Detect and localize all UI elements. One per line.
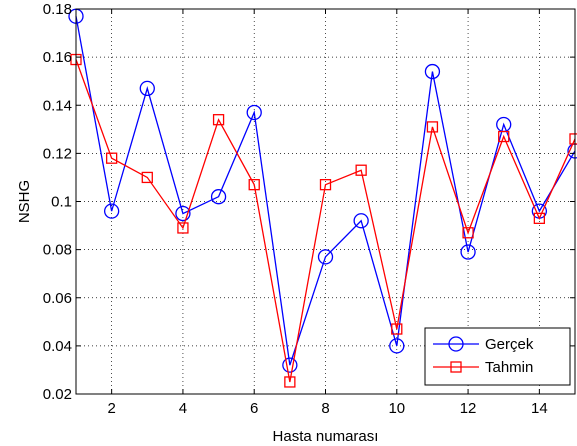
y-tick-label: 0.1: [51, 194, 72, 211]
series-0: [68, 8, 577, 373]
series-line-0: [75, 16, 576, 366]
data-point-0-10: [424, 63, 441, 80]
series-1: [70, 53, 577, 388]
plot-series: [68, 8, 577, 388]
data-point-1-4: [212, 114, 225, 126]
data-point-1-5: [248, 179, 260, 191]
data-point-1-13: [533, 212, 546, 224]
data-point-0-3: [175, 205, 191, 222]
legend-marker-1: [450, 361, 462, 373]
y-tick-label: 0.06: [43, 290, 72, 307]
y-tick-label: 0.18: [43, 1, 72, 18]
legend-item-0: Gerçek: [433, 336, 534, 353]
data-point-1-11: [462, 227, 474, 239]
data-point-0-7: [317, 249, 334, 265]
data-point-0-1: [103, 203, 120, 219]
y-axis-title: NSHG: [16, 180, 33, 223]
data-point-0-9: [389, 338, 405, 354]
data-point-1-10: [426, 121, 439, 133]
y-tick-label: 0.02: [43, 386, 72, 403]
legend-item-1: Tahmin: [433, 359, 533, 376]
data-point-0-11: [460, 244, 476, 260]
data-point-0-6: [282, 357, 298, 373]
data-point-0-5: [246, 104, 262, 121]
data-point-1-6: [284, 376, 296, 388]
x-tick-label: 10: [388, 400, 405, 417]
x-tick-label: 8: [321, 400, 329, 417]
data-point-1-12: [498, 130, 510, 143]
data-point-1-1: [105, 152, 118, 164]
y-tick-label: 0.08: [43, 242, 72, 259]
x-axis-title: Hasta numarası: [273, 428, 379, 445]
grid: [76, 8, 575, 395]
y-tick-label: 0.04: [43, 338, 72, 355]
data-point-1-7: [319, 179, 332, 191]
data-point-0-4: [210, 189, 227, 205]
x-tick-label: 12: [460, 400, 477, 417]
data-point-0-2: [139, 80, 155, 97]
data-point-1-2: [141, 171, 153, 184]
series-line-1: [75, 59, 576, 383]
x-tick-label: 4: [179, 400, 187, 417]
data-point-1-8: [355, 164, 367, 176]
data-point-1-9: [391, 323, 403, 335]
legend-box: [424, 327, 571, 386]
data-point-1-3: [177, 222, 189, 234]
x-tick-label: 2: [107, 400, 115, 417]
data-point-0-8: [353, 213, 369, 229]
y-tick-label: 0.16: [43, 49, 72, 66]
legend: Gerçek Tahmin: [424, 327, 571, 386]
x-tick-label: 14: [531, 400, 548, 417]
y-tick-label: 0.14: [43, 97, 72, 114]
legend-marker-0: [448, 336, 464, 352]
x-tick-label: 6: [250, 400, 258, 417]
axis-ticks: 2 4 6 8 10 12 14 0.02 0.04 0.06 0.08 0.1 0.12 0.14 0.1…: [43, 1, 575, 417]
legend-label-0: Gerçek: [485, 336, 534, 353]
y-tick-label: 0.12: [43, 145, 72, 162]
legend-label-1: Tahmin: [485, 359, 533, 376]
